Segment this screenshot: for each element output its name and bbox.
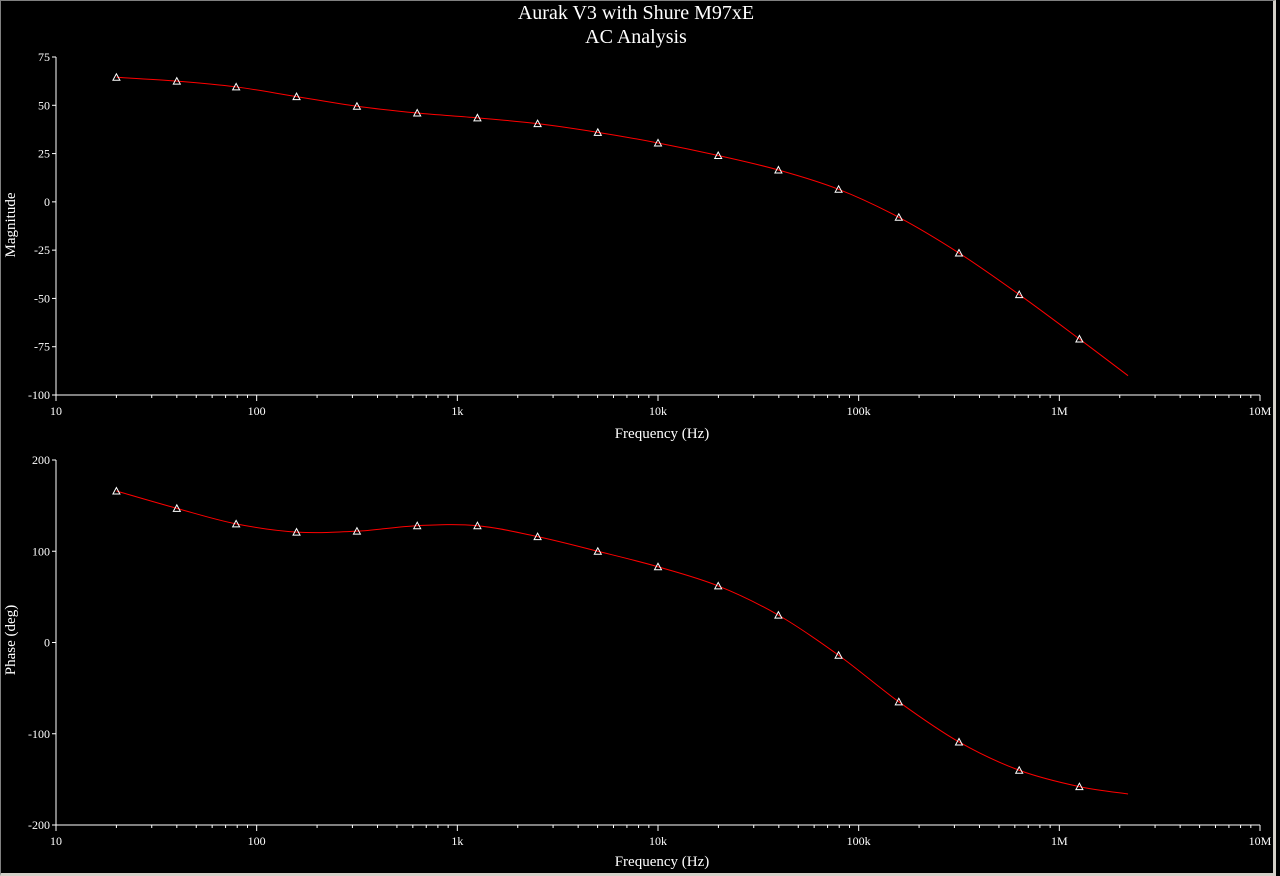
y-tick-label: -200	[28, 818, 50, 832]
data-point-marker	[1014, 290, 1024, 299]
series-line	[116, 490, 1129, 795]
data-point-marker	[1075, 334, 1084, 343]
data-point-marker	[473, 113, 482, 122]
data-point-marker	[412, 108, 422, 117]
x-tick-label: 1M	[1051, 834, 1068, 848]
data-point-marker	[112, 72, 121, 81]
chart-title-line1: Aurak V3 with Shure M97xE	[517, 2, 755, 24]
x-axis-label: Frequency (Hz)	[615, 426, 710, 442]
data-point-marker	[1014, 765, 1024, 774]
series-line	[116, 76, 1129, 377]
x-tick-label: 100k	[847, 834, 871, 848]
x-tick-label: 10	[50, 404, 62, 418]
y-tick-label: 0	[44, 195, 50, 209]
y-tick-label: -25	[34, 243, 50, 257]
y-tick-label: -50	[34, 291, 50, 305]
x-tick-label: 100k	[847, 404, 871, 418]
x-tick-label: 10k	[649, 834, 667, 848]
data-point-marker	[593, 127, 603, 136]
chart-title-line2: AC Analysis	[585, 26, 687, 48]
data-point-marker	[292, 92, 301, 101]
data-point-marker	[412, 521, 422, 530]
data-point-marker	[352, 526, 362, 535]
x-axis-label: Frequency (Hz)	[615, 854, 710, 870]
y-tick-label: 25	[38, 147, 50, 161]
data-point-marker	[292, 527, 301, 536]
x-tick-label: 1k	[451, 404, 463, 418]
data-point-marker	[231, 82, 241, 91]
y-tick-label: 50	[38, 98, 50, 112]
data-point-marker	[533, 532, 542, 541]
x-tick-label: 1k	[451, 834, 463, 848]
data-point-marker	[653, 562, 663, 571]
data-point-marker	[231, 519, 241, 528]
y-tick-label: 200	[32, 453, 50, 467]
data-point-marker	[352, 101, 362, 110]
data-point-marker	[774, 165, 783, 174]
y-axis-label: Phase (deg)	[3, 605, 19, 675]
data-point-marker	[954, 737, 964, 746]
x-tick-label: 10M	[1249, 834, 1272, 848]
data-point-marker	[834, 650, 843, 659]
data-point-marker	[473, 521, 482, 530]
data-point-marker	[774, 610, 783, 619]
y-tick-label: -100	[28, 388, 50, 402]
data-point-marker	[112, 486, 121, 495]
data-point-marker	[172, 503, 182, 512]
x-tick-label: 10M	[1249, 404, 1272, 418]
x-tick-label: 100	[248, 834, 266, 848]
y-tick-label: -75	[34, 340, 50, 354]
data-point-marker	[172, 76, 182, 85]
data-point-marker	[533, 119, 542, 128]
x-tick-label: 1M	[1051, 404, 1068, 418]
x-tick-label: 100	[248, 404, 266, 418]
y-tick-label: 75	[38, 50, 50, 64]
y-axis-label: Magnitude	[3, 192, 19, 257]
data-point-marker	[713, 581, 723, 590]
data-point-marker	[593, 546, 603, 555]
y-tick-label: 100	[32, 544, 50, 558]
data-point-marker	[713, 150, 723, 160]
data-point-marker	[1075, 782, 1084, 791]
x-tick-label: 10	[50, 834, 62, 848]
y-tick-label: -100	[28, 727, 50, 741]
y-tick-label: 0	[44, 636, 50, 650]
data-point-marker	[653, 138, 663, 147]
data-point-marker	[894, 212, 904, 221]
data-point-marker	[834, 184, 843, 193]
data-point-marker	[954, 248, 964, 257]
x-tick-label: 10k	[649, 404, 667, 418]
data-point-marker	[894, 697, 904, 706]
